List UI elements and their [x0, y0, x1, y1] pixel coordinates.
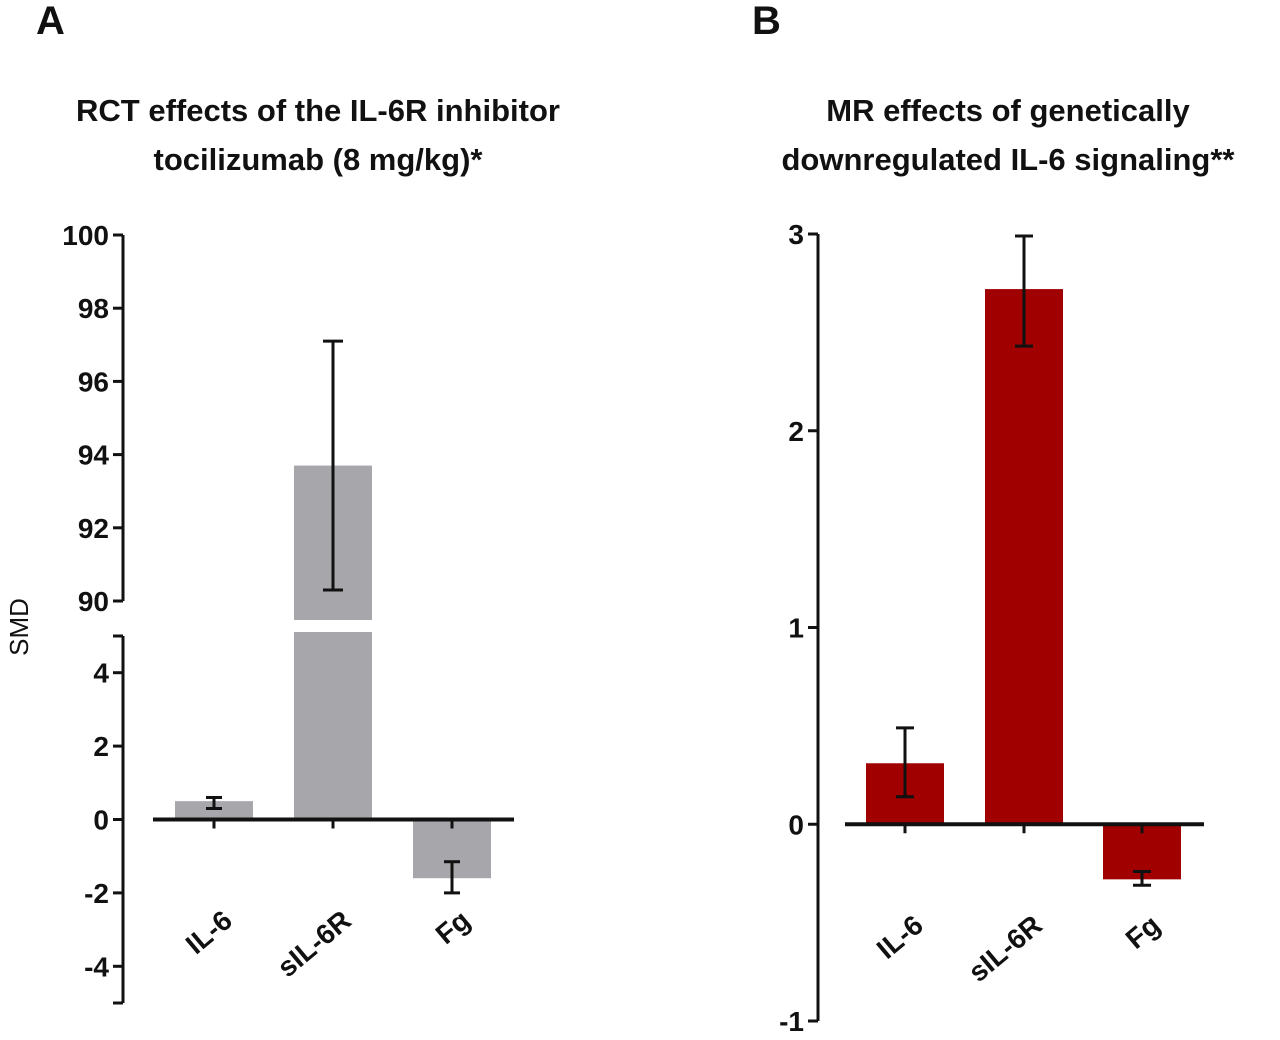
panel-b-x-category-label: sIL-6R — [962, 909, 1047, 988]
panel-a-y-tick-label: 4 — [93, 658, 109, 689]
panel-a-title-line2: tocilizumab (8 mg/kg)* — [154, 142, 484, 177]
panel-b-x-category-label: IL-6 — [871, 909, 929, 965]
panel-a-y-tick-label: 92 — [78, 513, 109, 544]
panel-a-bar — [175, 801, 253, 820]
panel-a-letter: A — [36, 0, 65, 43]
panel-b-x-category-label: Fg — [1120, 909, 1166, 955]
panel-a-y-tick-label: 98 — [78, 293, 109, 324]
panel-b-y-tick-label: 2 — [788, 416, 804, 447]
panel-b-title-line2: downregulated IL-6 signaling** — [782, 142, 1236, 177]
panel-b-y-tick-label: -1 — [779, 1006, 804, 1037]
panel-a-title-line1: RCT effects of the IL-6R inhibitor — [76, 93, 560, 128]
panel-b-bar — [985, 289, 1063, 825]
panel-a-y-tick-label: -4 — [84, 951, 109, 982]
panel-a-y-tick-label: 0 — [93, 805, 109, 836]
panel-a-x-category-label: IL-6 — [180, 904, 238, 960]
panel-a-y-tick-label: 100 — [62, 220, 109, 251]
panel-a-plot: 90 92 94 96 98 100 -4 -2 0 2 4 IL-6 sIL-6R Fg — [62, 220, 514, 1005]
panel-a-x-category-label: Fg — [430, 904, 476, 950]
panel-a-y-tick-label: 90 — [78, 586, 109, 617]
panel-a-y-tick-label: 94 — [78, 440, 110, 471]
panel-b-title-line1: MR effects of genetically — [826, 93, 1190, 128]
panel-b-letter: B — [752, 0, 781, 43]
panel-a-y-tick-label: -2 — [84, 878, 109, 909]
panel-b-plot: -1 0 1 2 3 IL-6 sIL-6R Fg — [779, 219, 1204, 1037]
panel-a-y-tick-label: 2 — [93, 731, 109, 762]
panel-b-y-tick-label: 0 — [788, 809, 804, 840]
panel-a-y-tick-label: 96 — [78, 366, 109, 397]
panel-a-bar-lower-segment — [294, 632, 372, 820]
panel-b-y-tick-label: 3 — [788, 219, 804, 250]
panel-a-y-axis-label: SMD — [4, 598, 34, 656]
panel-b-y-tick-label: 1 — [788, 613, 804, 644]
panel-a-x-category-label: sIL-6R — [271, 904, 356, 983]
